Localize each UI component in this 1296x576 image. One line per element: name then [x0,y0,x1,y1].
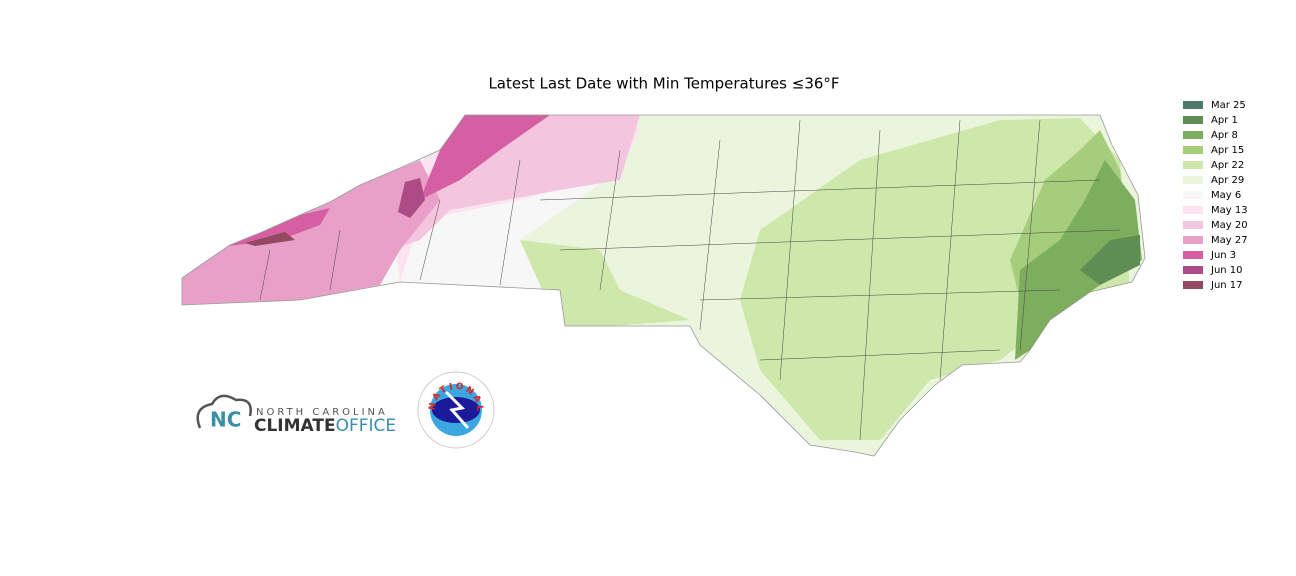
logo-text: CLIMATEOFFICE [254,416,396,436]
legend-label: May 27 [1211,235,1248,246]
region [228,208,330,246]
legend-swatch [1183,221,1203,229]
climate-office-logo: NC NORTH CAROLINA CLIMATEOFFICE [196,394,396,436]
county-lines [259,119,1121,441]
legend-label: Jun 17 [1210,280,1243,291]
legend-label: Apr 29 [1211,175,1244,186]
logo-text: NORTH CAROLINA [256,407,388,418]
legend-swatch [1183,191,1203,199]
region [1015,160,1142,360]
legend-swatch [1183,116,1203,124]
legend-label: Mar 25 [1211,100,1246,111]
legend-swatch [1183,251,1203,259]
region [740,118,1130,440]
legend-label: Apr 22 [1211,160,1244,171]
legend-label: Jun 3 [1210,250,1236,261]
legend-swatch [1183,131,1203,139]
legend-swatch [1183,281,1203,289]
legend-swatch [1183,101,1203,109]
legend-swatch [1183,176,1203,184]
legend-label: Apr 15 [1211,145,1244,156]
legend-swatch [1183,161,1203,169]
region [182,160,440,310]
legend-label: Jun 10 [1210,265,1243,276]
legend-label: Apr 8 [1211,130,1238,141]
state-outline [181,114,1146,457]
legend-label: May 13 [1211,205,1248,216]
region [1080,235,1140,285]
legend-swatch [1183,236,1203,244]
svg-text:NC: NC [210,408,241,432]
region [245,232,295,246]
region [398,178,425,218]
legend-swatch [1183,206,1203,214]
map-title: Latest Last Date with Min Temperatures ≤… [488,75,839,93]
legend-swatch [1183,146,1203,154]
legend: Mar 25 Apr 1 Apr 8 Apr 15 Apr 22 Apr 29 May 6 M… [1183,100,1248,291]
legend-swatch [1183,266,1203,274]
legend-label: May 6 [1211,190,1241,201]
legend-label: Apr 1 [1211,115,1238,126]
region [420,115,550,200]
legend-label: May 20 [1211,220,1248,231]
map-fill [182,115,1145,456]
